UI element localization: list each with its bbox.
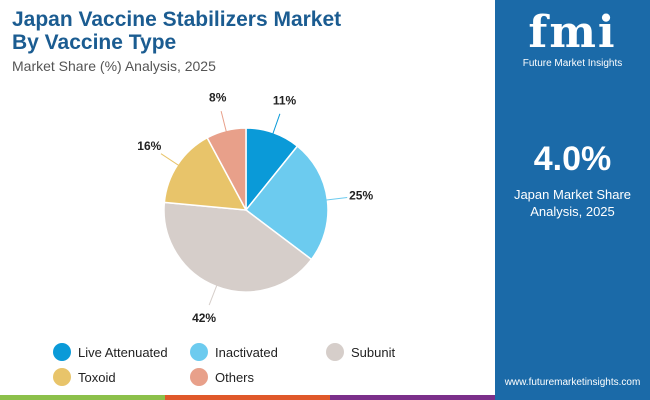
chart-subtitle: Market Share (%) Analysis, 2025: [12, 58, 216, 74]
legend-label: Live Attenuated: [78, 344, 168, 360]
logo-text: fmi: [528, 7, 617, 58]
pie-chart: 11% 25% 42% 16% 8%: [137, 91, 373, 326]
data-label: 11%: [273, 94, 297, 108]
leader-line: [325, 196, 348, 201]
legend-swatch: [53, 368, 71, 386]
footer-bar-purple: [330, 395, 495, 400]
legend-item: Toxoid: [53, 368, 116, 386]
fmi-logo: fmi Future Market Insights: [515, 7, 630, 70]
title-line1: Japan Vaccine Stabilizers Market: [12, 8, 342, 31]
data-label: 16%: [137, 139, 161, 153]
title-line2: By Vaccine Type: [12, 31, 177, 54]
label-line2: Analysis, 2025: [530, 204, 615, 219]
website-link[interactable]: www.futuremarketinsights.com: [504, 377, 641, 388]
data-label: 42%: [192, 311, 216, 325]
market-share-value: 4.0%: [533, 140, 612, 178]
leader-line: [220, 110, 227, 133]
data-label: 25%: [349, 189, 373, 203]
legend-swatch: [190, 343, 208, 361]
legend-swatch: [190, 368, 208, 386]
legend-label: Toxoid: [78, 369, 116, 385]
side-panel: fmi Future Market Insights 4.0% Japan Mar…: [495, 0, 650, 400]
label-line1: Japan Market Share: [513, 187, 632, 202]
data-label: 8%: [209, 91, 227, 105]
legend-label: Others: [215, 369, 255, 385]
legend-item: Inactivated: [190, 343, 278, 361]
footer-bar-green: [0, 395, 165, 400]
market-share-label: Japan Market Share Analysis, 2025: [495, 186, 650, 220]
chart-title: Japan Vaccine Stabilizers Market By Vacci…: [12, 8, 341, 54]
leader-line: [160, 153, 180, 167]
leader-line: [272, 113, 281, 135]
legend-item: Subunit: [326, 343, 395, 361]
footer-bar-orange: [165, 395, 330, 400]
legend-label: Inactivated: [215, 344, 278, 360]
legend-label: Subunit: [351, 344, 396, 360]
legend-item: Live Attenuated: [53, 343, 168, 361]
legend-item: Others: [190, 368, 254, 386]
leader-line: [208, 284, 218, 306]
legend-swatch: [53, 343, 71, 361]
legend-swatch: [326, 343, 344, 361]
logo-subtext: Future Market Insights: [522, 58, 623, 69]
